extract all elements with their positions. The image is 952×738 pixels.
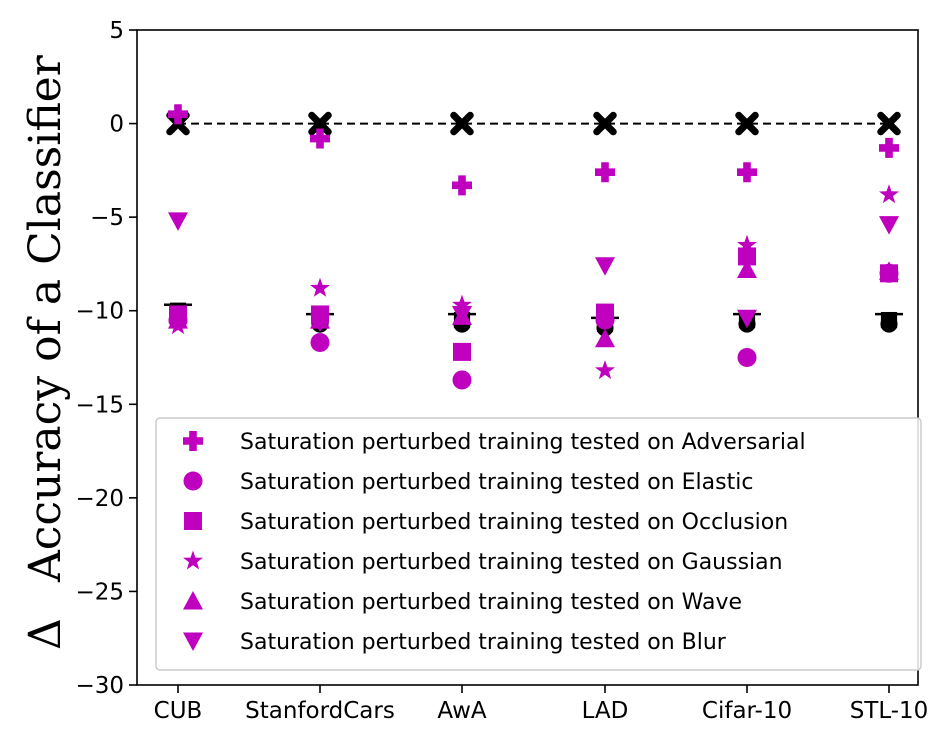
y-tick-label: −25 <box>75 579 124 605</box>
series-marker-plus <box>879 137 899 158</box>
y-tick-label: −5 <box>90 205 124 231</box>
series-marker-star <box>168 315 188 335</box>
series-marker-circle <box>452 370 472 390</box>
y-tick-label: 5 <box>109 18 124 44</box>
series-marker-square <box>738 247 756 266</box>
y-tick-label: −30 <box>75 673 124 699</box>
x-tick-label: StanfordCars <box>245 698 395 724</box>
baseline-marker <box>308 111 332 136</box>
axes-layer: 5 0 −5 −10 −15 −20 −25 −30 CUB StanfordCars AwA LAD… <box>75 18 928 724</box>
legend-entry-label: Saturation perturbed training tested on … <box>240 430 806 455</box>
baseline-marker <box>450 111 474 136</box>
y-axis-label-delta: Δ <box>20 618 71 650</box>
series-marker-plus <box>737 162 757 183</box>
series-marker-circle <box>879 263 899 283</box>
legend: Saturation perturbed training tested on … <box>155 417 922 671</box>
x-tick-label: STL-10 <box>850 698 929 724</box>
series-marker-circle <box>595 310 615 330</box>
legend-marker-triangle-up <box>183 591 203 610</box>
baseline-marker <box>735 111 759 136</box>
series-marker-triangle-down <box>595 257 615 276</box>
legend-entry-label: Saturation perturbed training tested on … <box>240 630 727 655</box>
series-marker-triangle-down <box>310 313 330 332</box>
x-tick-label: LAD <box>582 698 629 724</box>
legend-entry-label: Saturation perturbed training tested on … <box>240 510 788 535</box>
series-marker-triangle-down <box>168 212 188 231</box>
series-marker-star <box>879 184 899 204</box>
baseline-marker <box>877 111 901 136</box>
series-marker-plus <box>168 104 188 125</box>
series-layer <box>168 104 899 390</box>
y-tick-label: −10 <box>75 299 124 325</box>
series-marker-triangle-down <box>879 216 899 235</box>
baseline-layer <box>166 111 901 136</box>
series-marker-star <box>737 234 757 254</box>
y-tick-label: −20 <box>75 486 124 512</box>
reference-marker-circle <box>880 315 898 333</box>
series-marker-circle <box>310 333 330 353</box>
legend-marker-plus <box>183 431 203 451</box>
legend-entry-label: Saturation perturbed training tested on … <box>240 550 783 575</box>
y-axis-label-text: Accuracy of a Classifier <box>20 54 71 583</box>
series-marker-star <box>595 360 615 380</box>
series-marker-triangle-down <box>737 309 757 329</box>
series-marker-plus <box>310 128 330 149</box>
series-marker-plus <box>452 175 472 196</box>
legend-entry-label: Saturation perturbed training tested on … <box>240 590 742 615</box>
x-tick-label: Cifar-10 <box>702 698 792 724</box>
x-tick-label: AwA <box>437 698 487 724</box>
series-marker-star <box>310 277 330 297</box>
y-tick-label: 0 <box>109 112 124 138</box>
legend-marker-star <box>183 550 203 570</box>
series-marker-plus <box>595 162 615 183</box>
legend-marker-circle <box>183 471 203 491</box>
baseline-marker <box>593 111 617 136</box>
legend-entry-label: Saturation perturbed training tested on … <box>240 470 753 495</box>
x-tick-label: CUB <box>154 698 203 724</box>
series-marker-circle <box>737 348 757 367</box>
y-tick-label: −15 <box>75 392 124 418</box>
series-marker-triangle-up <box>737 259 757 279</box>
series-marker-square <box>453 342 471 361</box>
legend-marker-square <box>184 512 202 530</box>
series-marker-star <box>452 294 472 314</box>
y-axis-label: Δ Accuracy of a Classifier <box>20 54 71 650</box>
series-marker-triangle-up <box>595 328 615 348</box>
legend-marker-triangle-down <box>183 632 203 651</box>
